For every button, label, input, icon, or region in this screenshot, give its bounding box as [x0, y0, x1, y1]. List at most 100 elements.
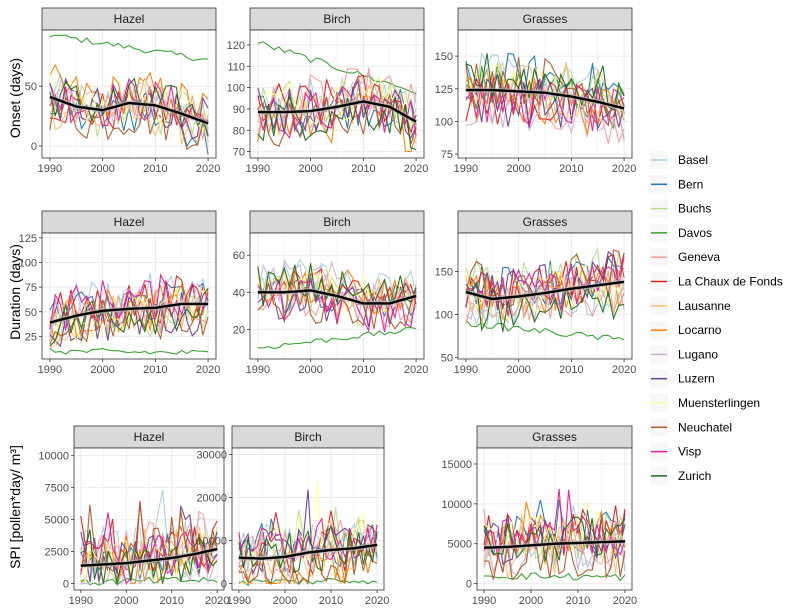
- series-group: [483, 488, 626, 582]
- x-tick-label: 2000: [519, 595, 543, 607]
- series-line-la-chaux-de-fonds: [465, 252, 625, 311]
- series-line-muensterlingen: [49, 72, 209, 134]
- series-line-luzern: [465, 250, 625, 310]
- series-line-luzern: [49, 292, 209, 348]
- series-line-zurich: [238, 526, 378, 574]
- series-line-lugano: [49, 283, 209, 340]
- x-tick-label: 2020: [196, 163, 220, 175]
- y-tick-label: 120: [227, 40, 245, 52]
- x-tick-label: 2020: [365, 595, 389, 607]
- legend-label-la-chaux-de-fonds: La Chaux de Fonds: [678, 275, 783, 289]
- series-line-luzern: [238, 489, 378, 576]
- trend-line: [238, 543, 378, 560]
- x-tick-label: 2010: [559, 163, 583, 175]
- y-tick-label: 150: [435, 267, 453, 279]
- series-line-visp: [238, 517, 378, 568]
- legend-label-neuchatel: Neuchatel: [678, 420, 732, 434]
- x-tick-label: 1990: [38, 364, 62, 376]
- series-line-basel: [80, 489, 218, 575]
- series-group: [80, 489, 218, 586]
- series-group: [465, 51, 625, 144]
- y-tick-label: 0: [221, 579, 227, 591]
- y-tick-label: 70: [233, 147, 245, 159]
- x-tick-label: 1990: [472, 595, 496, 607]
- series-line-luzern: [483, 515, 626, 566]
- series-line-zurich: [465, 53, 625, 111]
- panel-border: [457, 29, 633, 159]
- series-group: [49, 272, 209, 355]
- y-tick-label: 10000: [196, 536, 227, 548]
- y-tick-label: 10000: [441, 499, 472, 511]
- x-tick-label: 2000: [298, 364, 322, 376]
- y-tick-label: 150: [435, 51, 453, 63]
- series-line-zurich: [49, 77, 209, 137]
- y-tick-label: 100: [227, 83, 245, 95]
- series-line-lugano: [465, 80, 625, 142]
- facet-title: Hazel: [114, 215, 145, 229]
- panel-border: [73, 447, 225, 591]
- legend-label-zurich: Zurich: [678, 469, 711, 483]
- y-tick-label: 125: [435, 84, 453, 96]
- y-tick-label: 20000: [196, 492, 227, 504]
- y-tick-label: 75: [441, 149, 453, 161]
- y-tick-label: 5000: [45, 515, 69, 527]
- x-tick-label: 2020: [205, 595, 229, 607]
- y-tick-label: 5000: [448, 539, 472, 551]
- facet-title: Hazel: [114, 12, 145, 26]
- y-tick-label: 100: [19, 258, 37, 270]
- y-tick-label: 100: [435, 309, 453, 321]
- series-group: [465, 247, 625, 341]
- x-tick-label: 2020: [613, 595, 637, 607]
- y-tick-label: 20: [233, 324, 245, 336]
- trend-line: [49, 302, 209, 324]
- y-tick-label: 125: [19, 233, 37, 245]
- series-line-muensterlingen: [238, 480, 378, 570]
- series-line-neuchatel: [465, 57, 625, 115]
- y-tick-label: 25: [25, 331, 37, 343]
- x-tick-label: 2020: [612, 364, 636, 376]
- y-tick-label: 75: [25, 282, 37, 294]
- series-line-davos: [49, 347, 209, 355]
- panel-spi-hazel: Hazel 1990 2000 2010 2020 0 2500 5000 7500 10000: [38, 425, 229, 607]
- series-line-locarno: [465, 77, 625, 140]
- y-tick-label: 30000: [196, 449, 227, 461]
- x-tick-label: 2010: [143, 364, 167, 376]
- legend: Basel Bern Buchs Davos Geneva La Chaux de Fon…: [650, 151, 783, 485]
- series-group: [238, 480, 378, 587]
- facet-title: Grasses: [523, 12, 568, 26]
- x-tick-label: 2000: [90, 163, 114, 175]
- x-tick-label: 2020: [612, 163, 636, 175]
- legend-label-buchs: Buchs: [678, 202, 711, 216]
- series-line-muensterlingen: [465, 64, 625, 126]
- y-tick-label: 50: [25, 307, 37, 319]
- y-tick-label: 50: [25, 81, 37, 93]
- series-line-visp: [465, 73, 625, 132]
- trend-line: [257, 289, 417, 305]
- series-line-muensterlingen: [257, 77, 417, 127]
- series-line-visp: [49, 78, 209, 130]
- series-line-luzern: [80, 505, 218, 582]
- legend-label-davos: Davos: [678, 226, 712, 240]
- legend-label-muensterlingen: Muensterlingen: [678, 396, 760, 410]
- panel-border: [249, 232, 425, 360]
- series-group: [49, 34, 209, 155]
- series-line-zurich: [465, 280, 625, 332]
- series-line-geneva: [483, 508, 626, 564]
- legend-label-lugano: Lugano: [678, 347, 718, 361]
- series-line-davos: [257, 41, 417, 95]
- x-tick-label: 1990: [246, 364, 270, 376]
- y-tick-label: 0: [31, 141, 37, 153]
- legend-label-luzern: Luzern: [678, 372, 715, 386]
- series-line-lausanne: [483, 514, 626, 579]
- series-line-buchs: [49, 88, 209, 137]
- y-tick-label: 110: [227, 61, 245, 73]
- panel-onset-birch: Birch 1990 2000 2010 2020 70 80 90 100 110 120: [227, 7, 428, 175]
- series-line-la-chaux-de-fonds: [238, 510, 378, 584]
- series-line-neuchatel: [257, 93, 417, 147]
- y-tick-label: 80: [233, 125, 245, 137]
- x-tick-label: 2010: [143, 163, 167, 175]
- series-line-lugano: [257, 258, 417, 311]
- y-axis-label-onset: Onset (days): [7, 58, 23, 138]
- series-line-buchs: [465, 247, 625, 307]
